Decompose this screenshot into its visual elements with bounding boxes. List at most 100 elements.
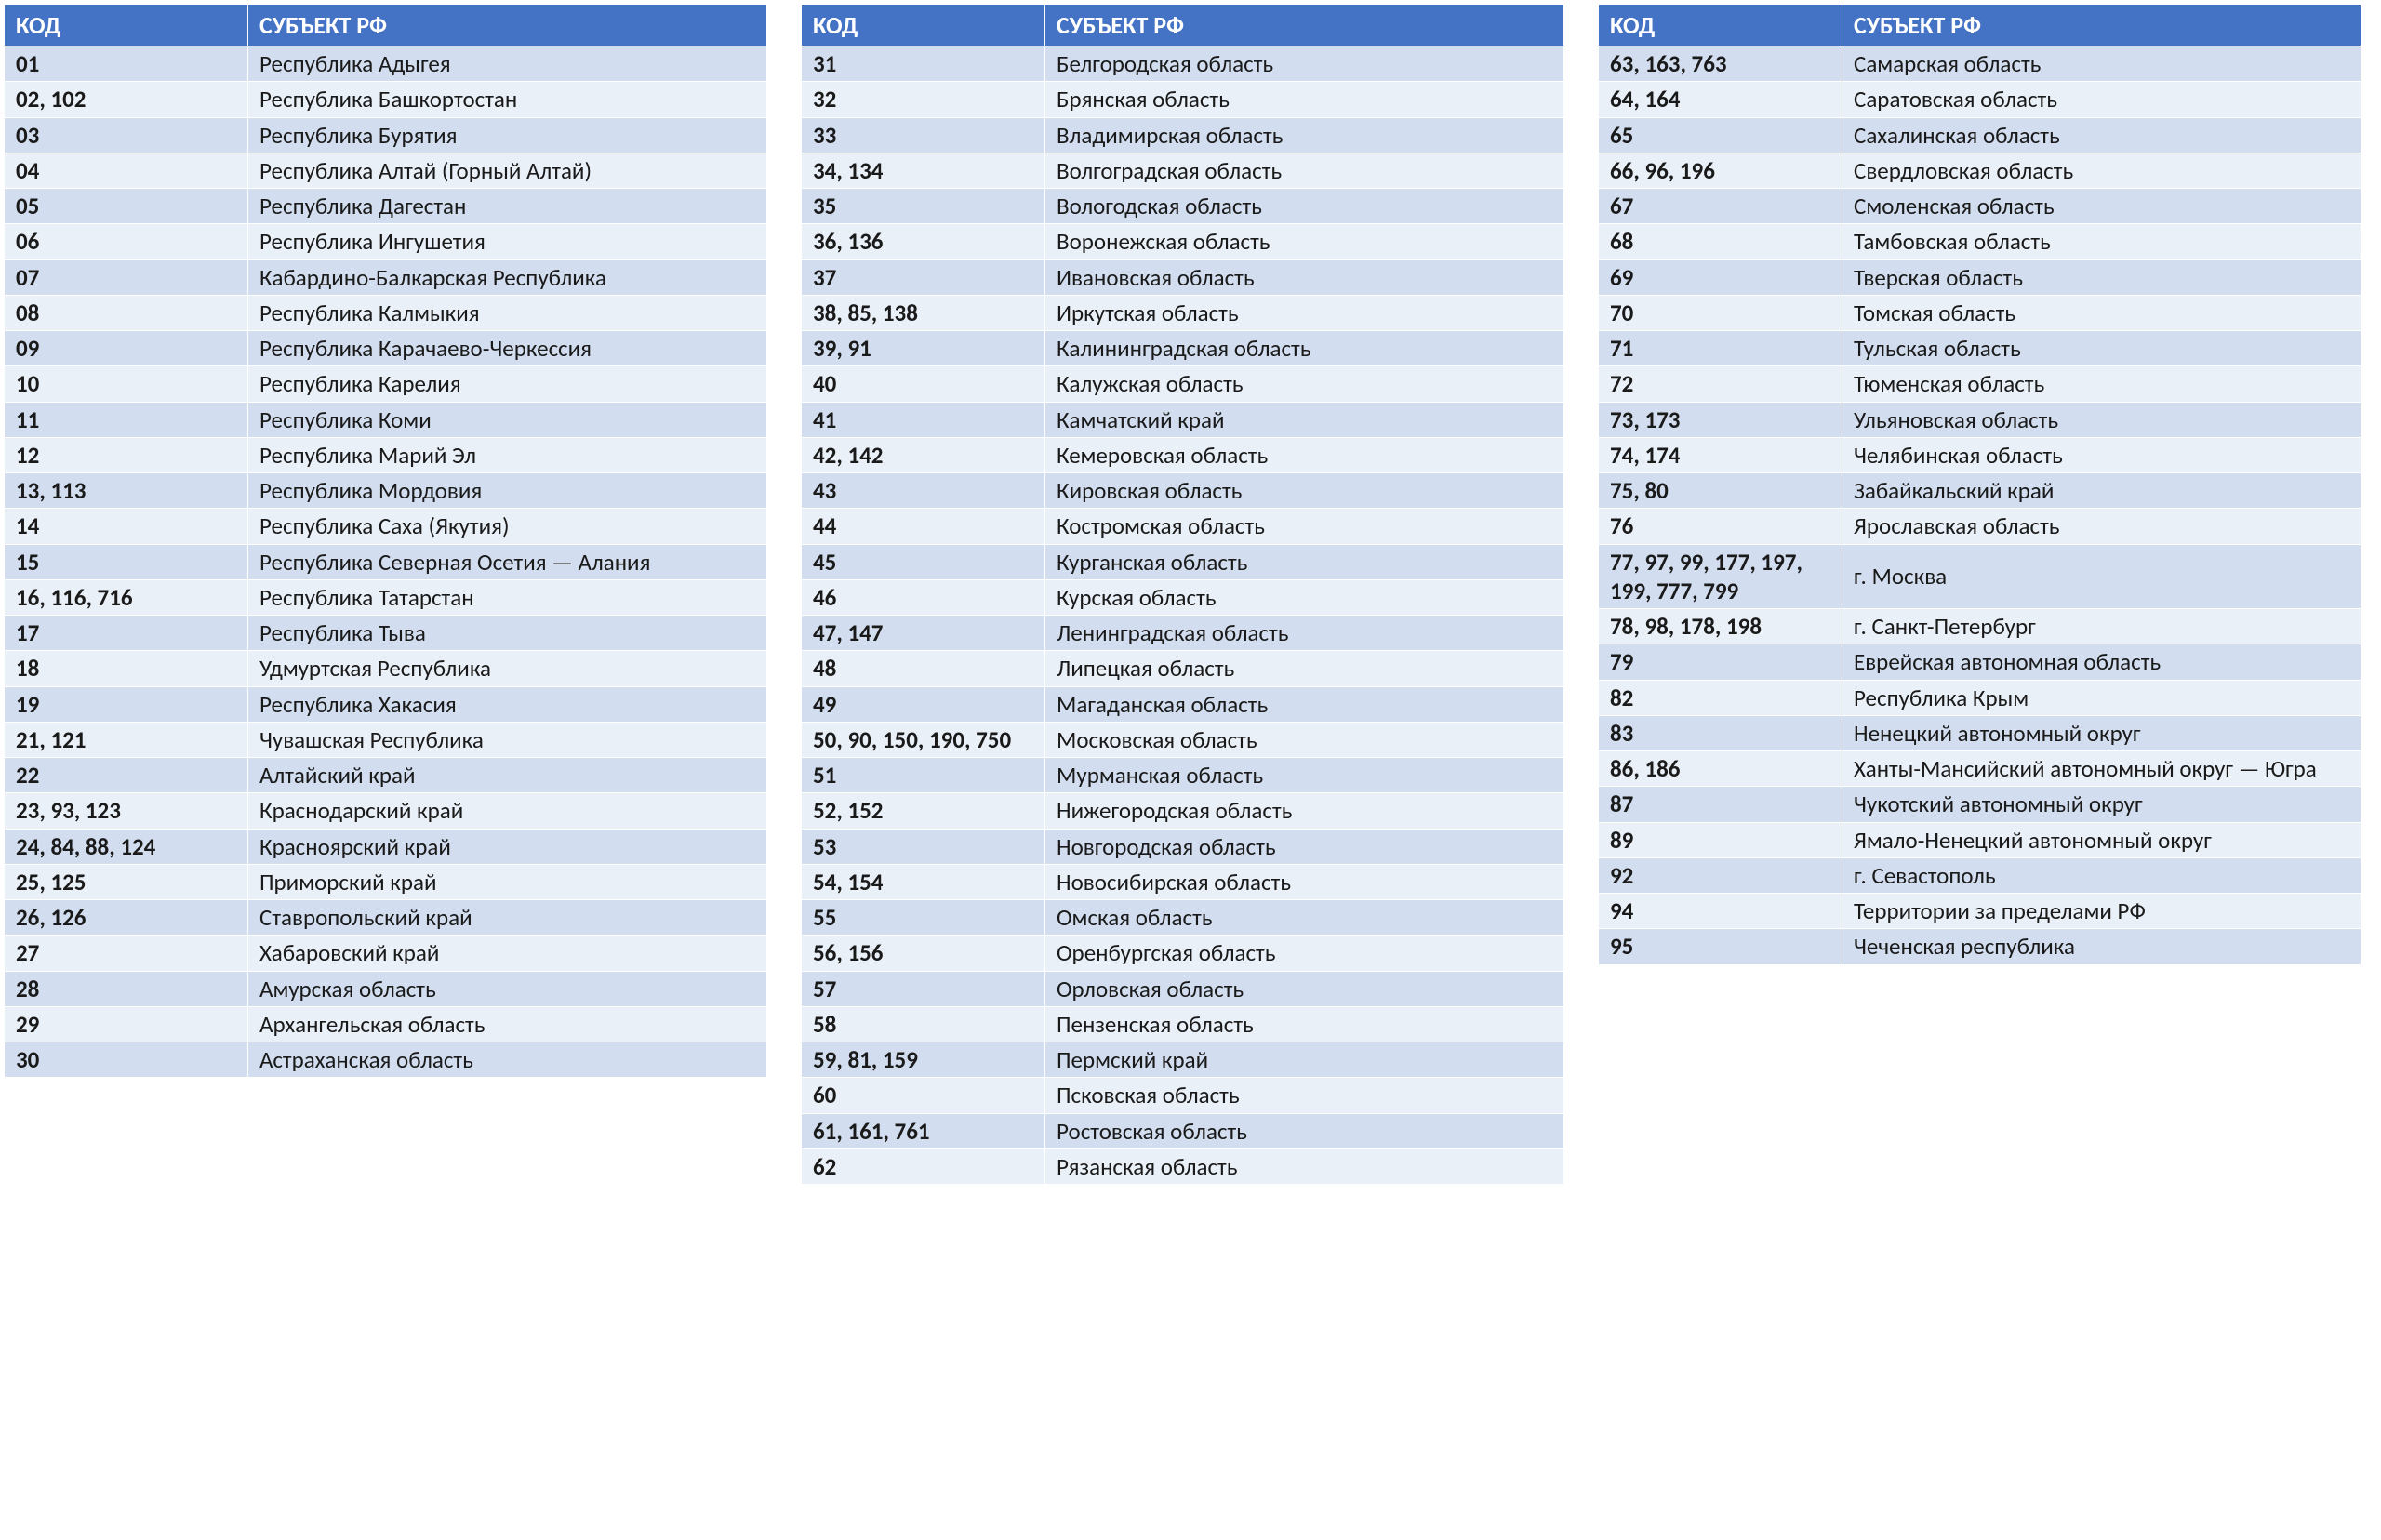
- table-row: 13, 113Республика Мордовия: [5, 473, 767, 509]
- cell-code: 04: [5, 153, 248, 188]
- table-row: 31Белгородская область: [802, 46, 1564, 82]
- cell-region: Чувашская Республика: [248, 722, 767, 757]
- table-row: 16, 116, 716Республика Татарстан: [5, 579, 767, 615]
- cell-region: Ненецкий автономный округ: [1842, 715, 2361, 750]
- cell-code: 51: [802, 758, 1045, 793]
- table-row: 76Ярославская область: [1599, 509, 2361, 544]
- cell-region: г. Севастополь: [1842, 857, 2361, 893]
- cell-code: 64, 164: [1599, 82, 1842, 117]
- cell-region: Республика Калмыкия: [248, 295, 767, 330]
- cell-region: Республика Бурятия: [248, 117, 767, 153]
- table-row: 41Камчатский край: [802, 402, 1564, 437]
- cell-region: г. Москва: [1842, 544, 2361, 609]
- cell-code: 31: [802, 46, 1045, 82]
- cell-region: Ханты-Мансийский автономный округ — Югра: [1842, 751, 2361, 787]
- cell-code: 22: [5, 758, 248, 793]
- table-row: 38, 85, 138Иркутская область: [802, 295, 1564, 330]
- table-row: 43Кировская область: [802, 473, 1564, 509]
- cell-region: Забайкальский край: [1842, 473, 2361, 509]
- cell-region: Чукотский автономный округ: [1842, 787, 2361, 822]
- cell-region: Архангельская область: [248, 1006, 767, 1042]
- cell-code: 87: [1599, 787, 1842, 822]
- cell-code: 86, 186: [1599, 751, 1842, 787]
- cell-region: Республика Крым: [1842, 680, 2361, 715]
- cell-region: Калининградская область: [1045, 331, 1564, 366]
- cell-region: Оренбургская область: [1045, 936, 1564, 971]
- cell-region: Хабаровский край: [248, 936, 767, 971]
- table-row: 83Ненецкий автономный округ: [1599, 715, 2361, 750]
- cell-code: 67: [1599, 189, 1842, 224]
- cell-region: Республика Карелия: [248, 366, 767, 402]
- table-row: 62Рязанская область: [802, 1148, 1564, 1184]
- cell-code: 61, 161, 761: [802, 1113, 1045, 1148]
- table-row: 05Республика Дагестан: [5, 189, 767, 224]
- table-row: 07Кабардино-Балкарская Республика: [5, 259, 767, 295]
- table-row: 03Республика Бурятия: [5, 117, 767, 153]
- table-row: 47, 147Ленинградская область: [802, 616, 1564, 651]
- cell-code: 28: [5, 971, 248, 1006]
- table-row: 79Еврейская автономная область: [1599, 644, 2361, 680]
- table-row: 30Астраханская область: [5, 1042, 767, 1078]
- table-row: 56, 156Оренбургская область: [802, 936, 1564, 971]
- table-row: 09Республика Карачаево-Черкессия: [5, 331, 767, 366]
- table-row: 71Тульская область: [1599, 331, 2361, 366]
- cell-region: Липецкая область: [1045, 651, 1564, 686]
- cell-code: 40: [802, 366, 1045, 402]
- cell-code: 13, 113: [5, 473, 248, 509]
- cell-region: Тверская область: [1842, 259, 2361, 295]
- cell-region: Республика Адыгея: [248, 46, 767, 82]
- table-row: 51Мурманская область: [802, 758, 1564, 793]
- cell-code: 45: [802, 544, 1045, 579]
- table-row: 63, 163, 763Самарская область: [1599, 46, 2361, 82]
- cell-code: 77, 97, 99, 177, 197, 199, 777, 799: [1599, 544, 1842, 609]
- cell-region: Республика Алтай (Горный Алтай): [248, 153, 767, 188]
- cell-code: 25, 125: [5, 864, 248, 899]
- header-code: КОД: [802, 5, 1045, 46]
- cell-region: Калужская область: [1045, 366, 1564, 402]
- table-row: 54, 154Новосибирская область: [802, 864, 1564, 899]
- cell-code: 05: [5, 189, 248, 224]
- cell-region: Белгородская область: [1045, 46, 1564, 82]
- table-row: 86, 186Ханты-Мансийский автономный округ…: [1599, 751, 2361, 787]
- cell-code: 43: [802, 473, 1045, 509]
- table-row: 32Брянская область: [802, 82, 1564, 117]
- table-row: 14Республика Саха (Якутия): [5, 509, 767, 544]
- cell-region: Республика Мордовия: [248, 473, 767, 509]
- table-row: 78, 98, 178, 198г. Санкт-Петербург: [1599, 609, 2361, 644]
- table-row: 87Чукотский автономный округ: [1599, 787, 2361, 822]
- cell-region: Орловская область: [1045, 971, 1564, 1006]
- cell-code: 27: [5, 936, 248, 971]
- cell-code: 47, 147: [802, 616, 1045, 651]
- table-row: 77, 97, 99, 177, 197, 199, 777, 799г. Мо…: [1599, 544, 2361, 609]
- cell-region: Нижегородская область: [1045, 793, 1564, 829]
- table-row: 72Тюменская область: [1599, 366, 2361, 402]
- cell-region: Чеченская республика: [1842, 929, 2361, 964]
- cell-code: 38, 85, 138: [802, 295, 1045, 330]
- cell-code: 18: [5, 651, 248, 686]
- cell-code: 73, 173: [1599, 402, 1842, 437]
- cell-code: 70: [1599, 295, 1842, 330]
- table-row: 11Республика Коми: [5, 402, 767, 437]
- cell-code: 42, 142: [802, 437, 1045, 472]
- cell-region: Тульская область: [1842, 331, 2361, 366]
- cell-region: Республика Башкортостан: [248, 82, 767, 117]
- cell-code: 46: [802, 579, 1045, 615]
- cell-region: Кировская область: [1045, 473, 1564, 509]
- cell-region: Самарская область: [1842, 46, 2361, 82]
- table-row: 61, 161, 761Ростовская область: [802, 1113, 1564, 1148]
- table-row: 34, 134Волгоградская область: [802, 153, 1564, 188]
- cell-code: 82: [1599, 680, 1842, 715]
- cell-region: Иркутская область: [1045, 295, 1564, 330]
- cell-code: 53: [802, 829, 1045, 864]
- cell-region: Магаданская область: [1045, 686, 1564, 722]
- table-row: 08Республика Калмыкия: [5, 295, 767, 330]
- cell-code: 94: [1599, 894, 1842, 929]
- table-row: 57Орловская область: [802, 971, 1564, 1006]
- header-code: КОД: [1599, 5, 1842, 46]
- cell-code: 24, 84, 88, 124: [5, 829, 248, 864]
- table-row: 19Республика Хакасия: [5, 686, 767, 722]
- cell-code: 48: [802, 651, 1045, 686]
- cell-region: Брянская область: [1045, 82, 1564, 117]
- cell-region: Челябинская область: [1842, 437, 2361, 472]
- cell-region: Камчатский край: [1045, 402, 1564, 437]
